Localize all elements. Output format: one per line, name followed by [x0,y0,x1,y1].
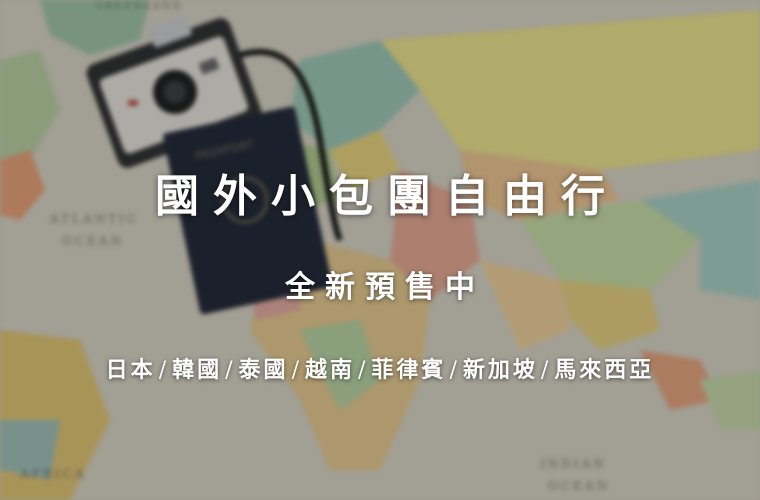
destination-item-philippines: 菲律賓 [371,357,447,383]
map-label-ocean-indian: OCEAN [548,479,610,493]
destination-separator: / [358,358,369,383]
destination-item-korea: 韓國 [172,357,223,383]
strap-icon [239,48,343,242]
passport-icon: PASSPORT [163,106,333,315]
map-label-africa: AFRICA [19,467,87,481]
destination-separator: / [540,358,552,383]
destination-item-singapore: 新加坡 [462,357,538,383]
destination-separator: / [449,358,460,383]
map-label-greenland: GREENLAND [95,1,183,12]
destination-separator: / [291,358,302,383]
subhead: 全新預售中 [285,270,485,305]
map-label-ocean-atlantic: OCEAN [62,234,124,248]
map-label-atlantic: ATLANTIC [49,212,139,226]
destination-item-japan: 日本 [105,357,156,383]
destination-item-malaysia: 馬來西亞 [554,357,655,383]
map-label-indian: INDIAN [540,457,607,471]
destination-item-vietnam: 越南 [304,357,355,383]
destination-separator: / [225,358,236,383]
headline: 國外小包團自由行 [155,171,619,222]
destination-list: 日本 / 韓國 / 泰國 / 越南 / 菲律賓 / 新加坡 / 馬來西亞 [0,352,760,384]
destination-separator: / [158,358,170,383]
destination-item-thailand: 泰國 [238,357,289,383]
